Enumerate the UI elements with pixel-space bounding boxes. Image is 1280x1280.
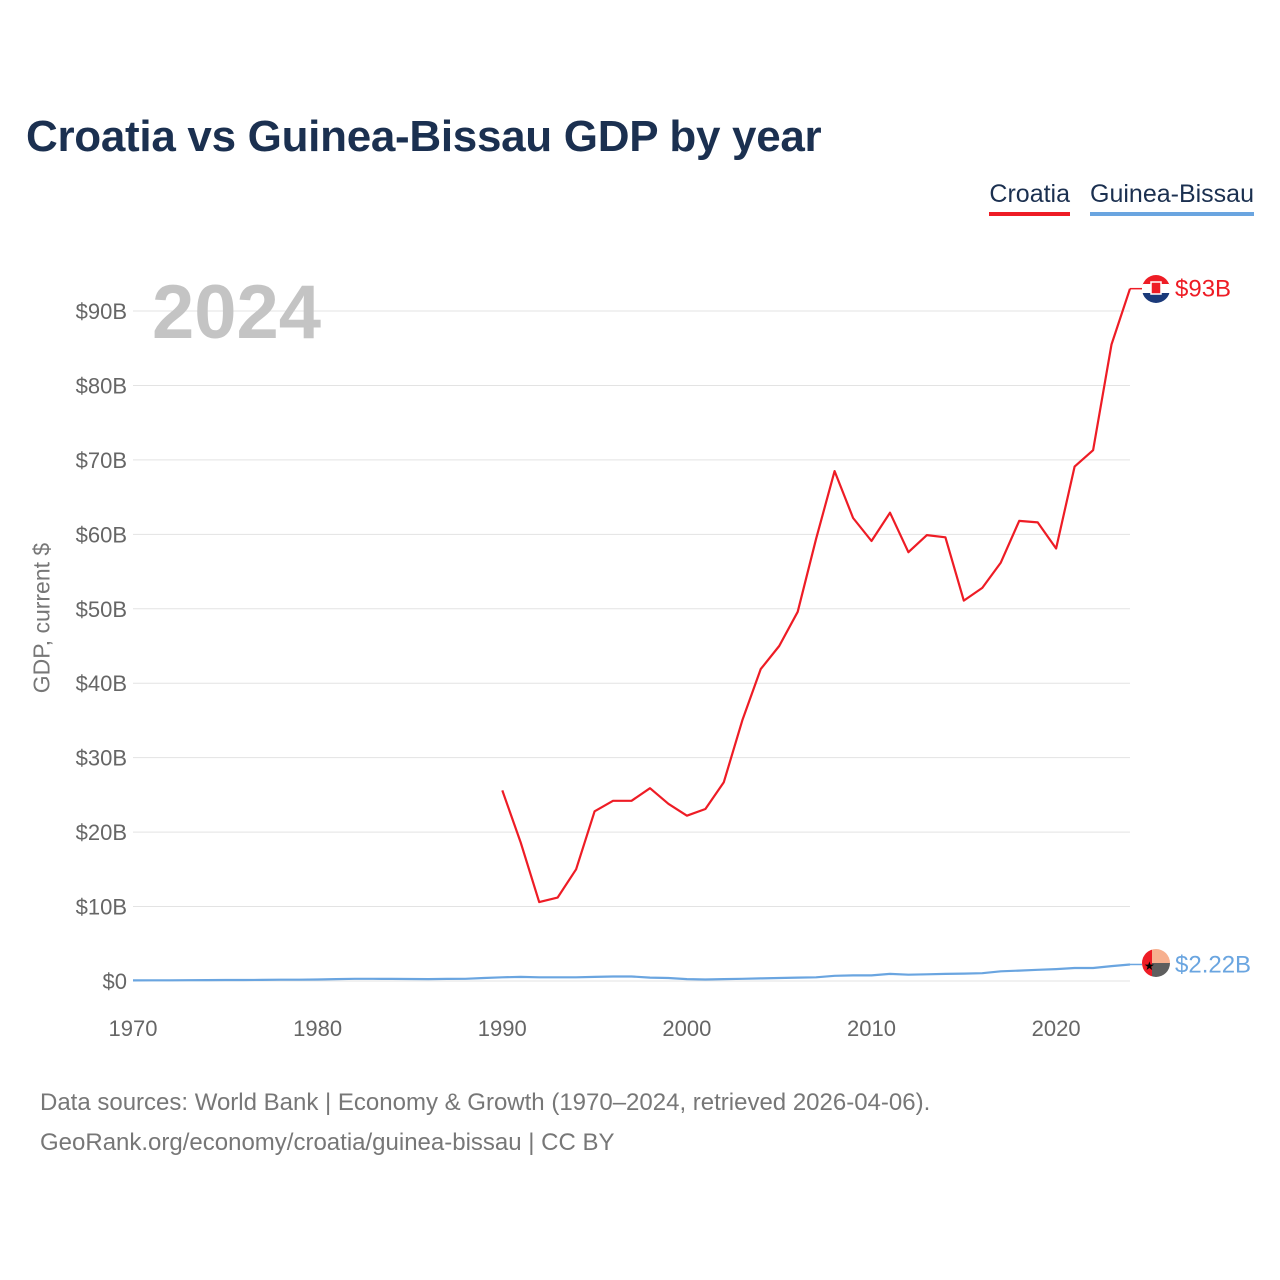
x-tick-label: 2000 [662,1016,711,1041]
line-chart: $0 $10B $20B $30B $40B $50B $60B $70B $80B $90B 1… [76,270,1251,1041]
chart-title: Croatia vs Guinea-Bissau GDP by year [26,112,822,161]
y-tick-label: $30B [76,746,127,771]
x-tick-label: 2010 [847,1016,896,1041]
legend-item-croatia[interactable]: Croatia [989,180,1071,216]
end-value-label: $93B [1175,276,1231,303]
guinea-bissau-flag-icon: ★ [1142,949,1170,977]
legend-item-guinea-bissau[interactable]: Guinea-Bissau [1090,180,1254,216]
y-tick-label: $20B [76,820,127,845]
y-tick-label: $80B [76,373,127,398]
end-value-label: $2.22B [1175,951,1251,978]
x-tick-label: 2020 [1032,1016,1081,1041]
legend: Croatia Guinea-Bissau [989,180,1254,216]
x-tick-label: 1990 [478,1016,527,1041]
y-tick-label: $70B [76,448,127,473]
croatia-flag-icon [1142,275,1170,303]
x-tick-label: 1980 [293,1016,342,1041]
data-source-note: Data sources: World Bank | Economy & Gro… [40,1089,931,1116]
y-tick-label: $60B [76,522,127,547]
x-axis-ticks: 1970 1980 1990 2000 2010 2020 [109,1016,1081,1041]
series-line-guinea-bissau [132,963,1131,982]
gridlines [133,310,1130,982]
footer: Data sources: World Bank | Economy & Gro… [40,1083,930,1163]
y-tick-label: $50B [76,597,127,622]
y-axis-ticks: $0 $10B $20B $30B $40B $50B $60B $70B $80B $90B [76,299,127,994]
y-tick-label: $90B [76,299,127,324]
x-tick-label: 1970 [109,1016,158,1041]
series-line-croatia [501,288,1132,904]
svg-text:★: ★ [1144,959,1155,973]
y-tick-label: $40B [76,671,127,696]
year-watermark: 2024 [152,270,321,355]
y-tick-label: $0 [103,969,127,994]
source-link[interactable]: GeoRank.org/economy/croatia/guinea-bissa… [40,1129,615,1156]
y-tick-label: $10B [76,895,127,920]
